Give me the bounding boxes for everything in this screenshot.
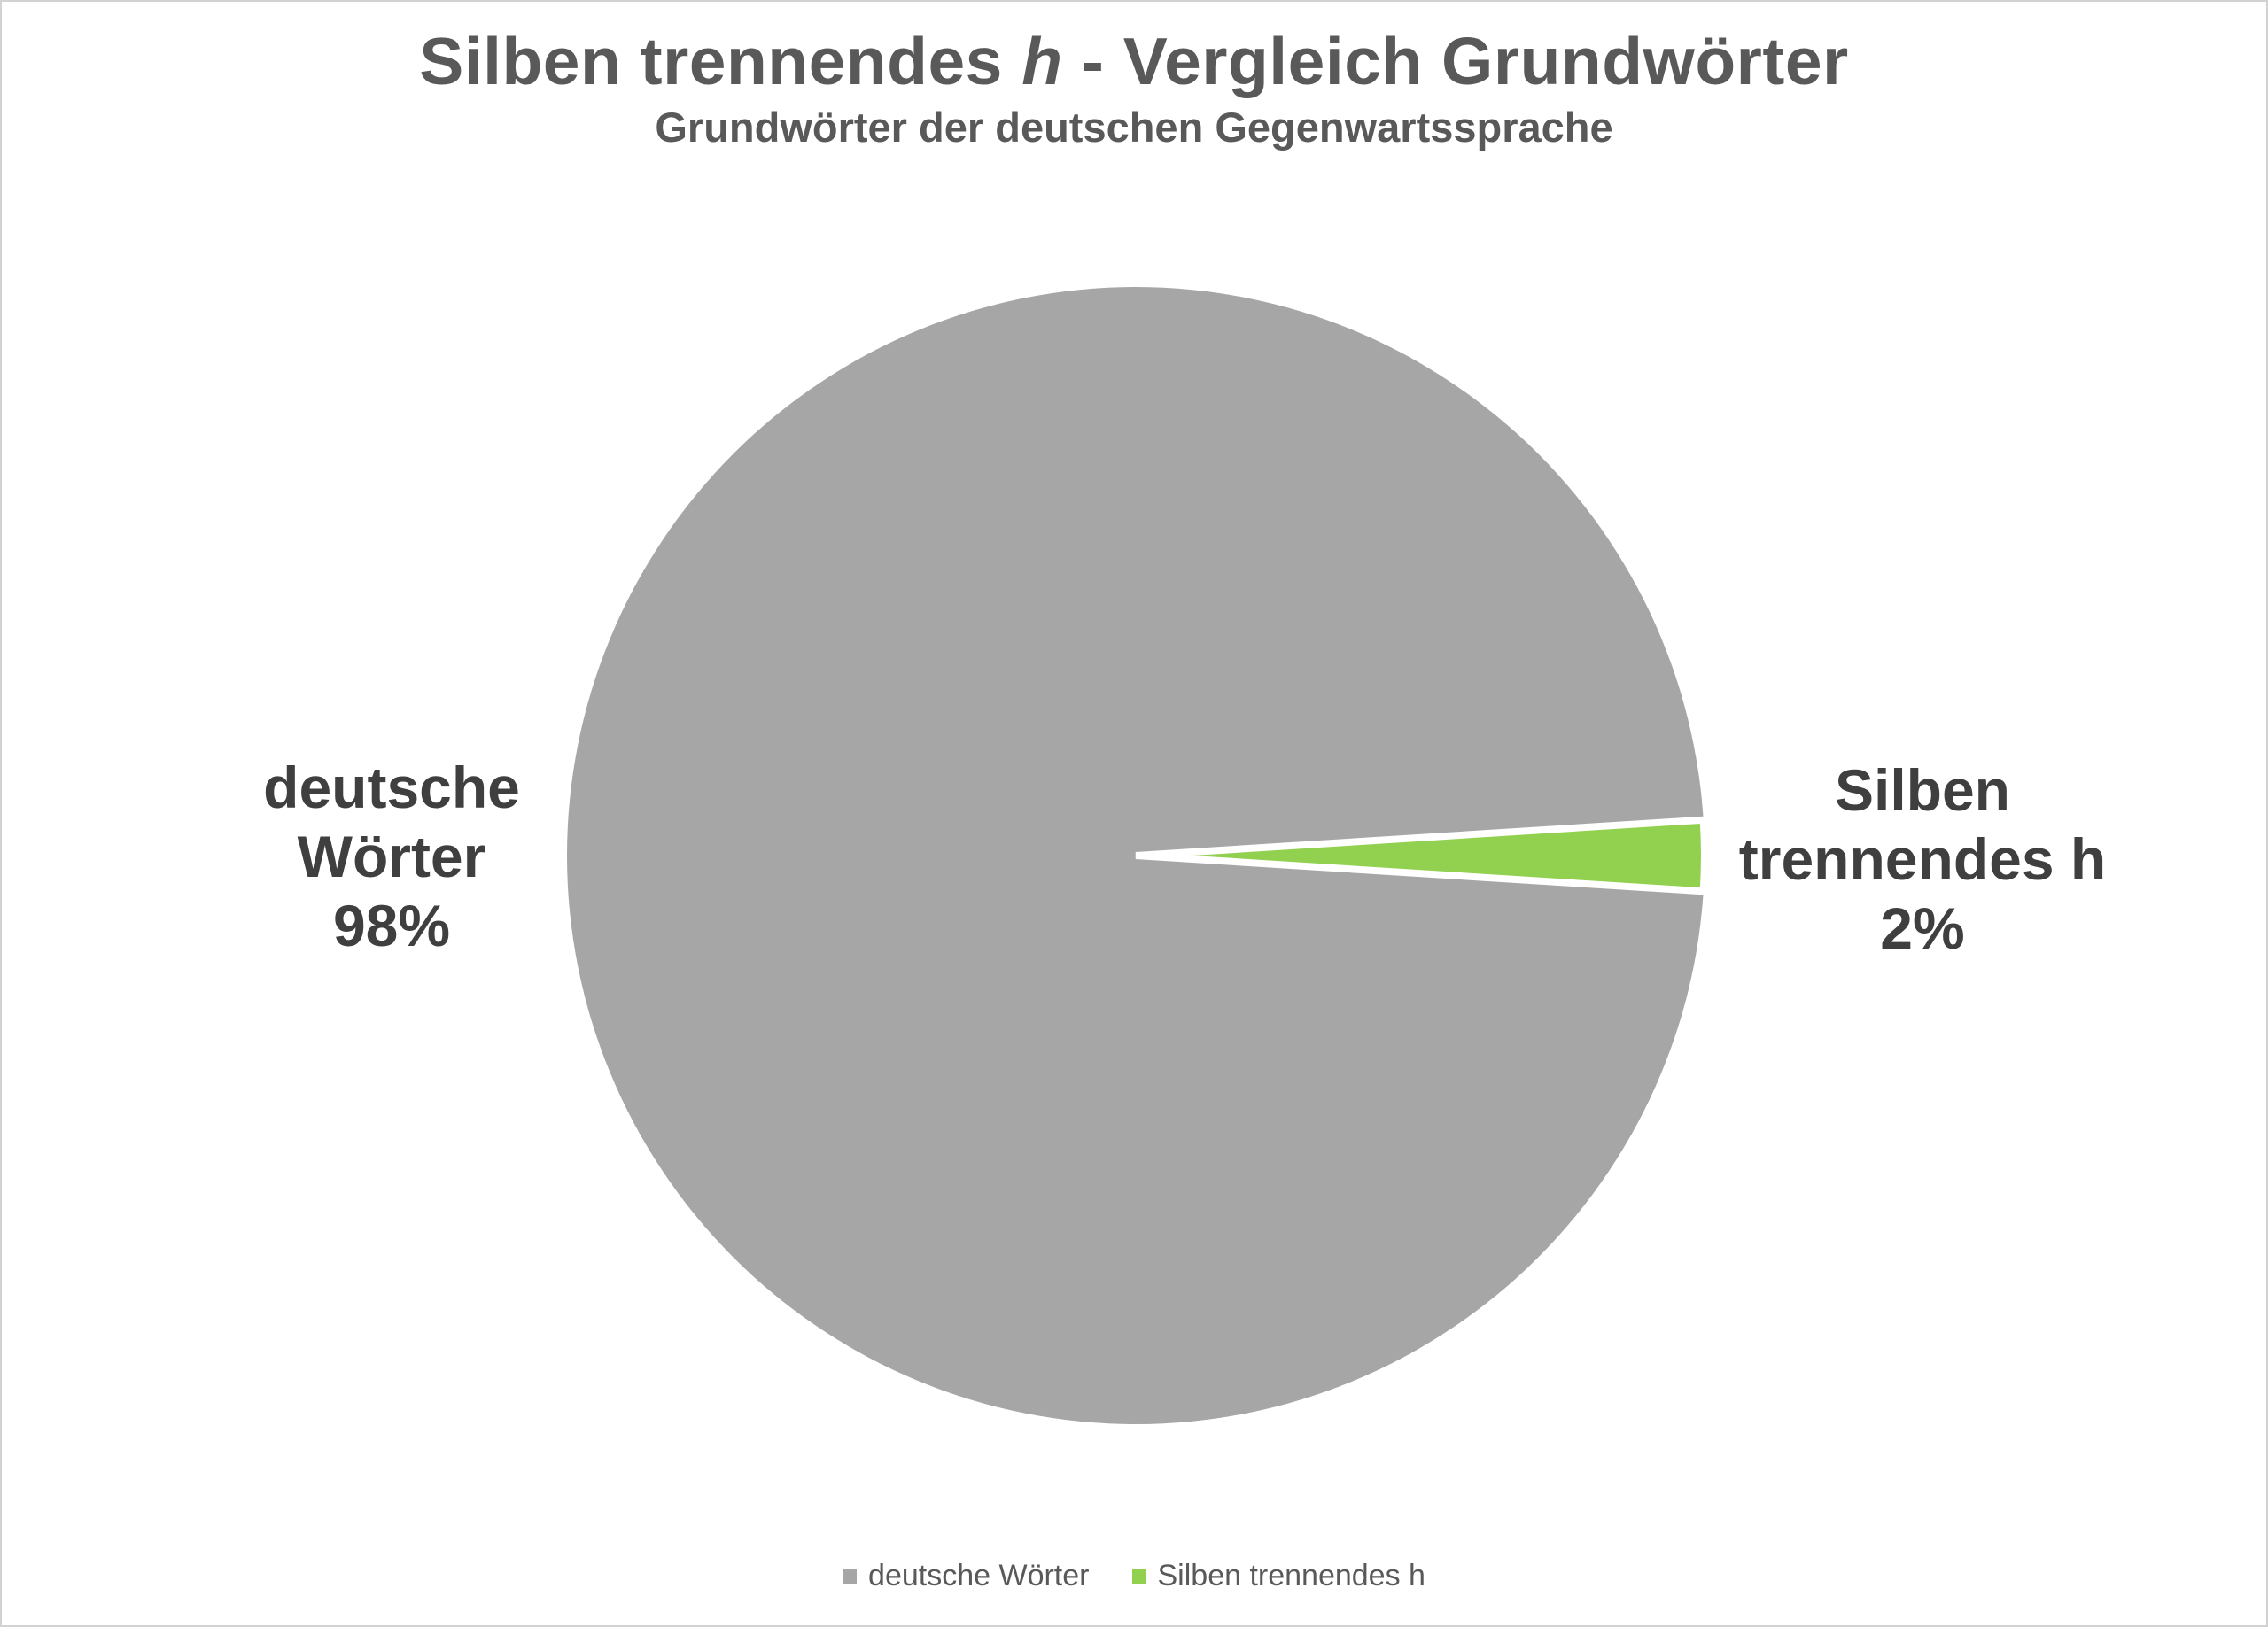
legend-item-silben-trennendes-h: Silben trennendes h	[1131, 1559, 1425, 1593]
data-label-silben-trennendes-h: Silben trennendes h 2%	[1739, 755, 2106, 963]
chart-legend: deutsche Wörter Silben trennendes h	[2, 1559, 2266, 1593]
chart-title-italic-h: h	[1021, 24, 1063, 98]
pie-slice-silben-trennendes-h	[1135, 816, 1708, 895]
chart-title: Silben trennendes h - Vergleich Grundwör…	[2, 23, 2266, 99]
data-label-line: Wörter	[297, 824, 486, 889]
legend-swatch-gray-icon	[843, 1569, 858, 1584]
title-area: Silben trennendes h - Vergleich Grundwör…	[2, 23, 2266, 151]
pie-chart	[567, 287, 1708, 1424]
legend-item-deutsche-woerter: deutsche Wörter	[843, 1559, 1090, 1593]
data-label-line: Silben	[1834, 757, 2011, 823]
legend-swatch-green-icon	[1131, 1569, 1146, 1584]
data-label-line: deutsche	[263, 755, 520, 820]
legend-label: deutsche Wörter	[868, 1559, 1090, 1592]
data-label-percentage: 98%	[332, 893, 451, 958]
data-label-line: trennendes h	[1738, 826, 2107, 892]
legend-label: Silben trennendes h	[1157, 1559, 1425, 1592]
chart-title-prefix: Silben trennendes	[419, 24, 1022, 98]
chart-subtitle: Grundwörter der deutschen Gegenwartsspra…	[655, 104, 1613, 151]
data-label-deutsche-woerter: deutsche Wörter 98%	[263, 753, 520, 960]
chart-title-suffix: - Vergleich Grundwörter	[1062, 24, 1849, 98]
data-label-percentage: 2%	[1880, 895, 1965, 961]
